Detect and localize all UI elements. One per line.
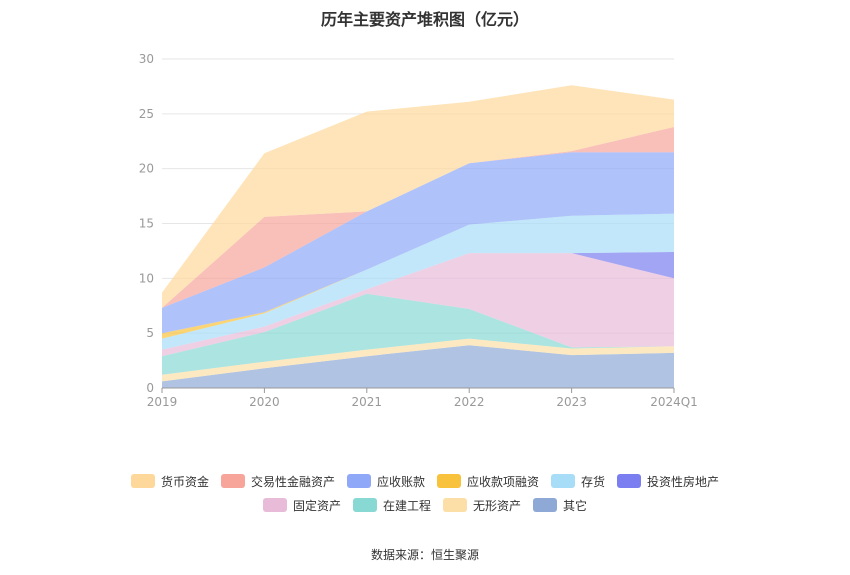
legend-item[interactable]: 交易性金融资产 [220,473,335,490]
legend-label: 其它 [563,498,588,513]
x-tick-label: 2022 [454,395,485,409]
area-货币资金 [162,85,674,308]
legend-swatch [437,474,461,488]
x-axis [161,387,675,393]
area-投资性房地产 [162,252,674,350]
legend: 货币资金 交易性金融资产 应收账款 应收款项融资 存货 投资性房地产固定资产 在建工程 无形资… [0,472,850,520]
legend-item[interactable]: 应收款项融资 [437,473,539,490]
legend-label: 在建工程 [382,498,431,513]
legend-item[interactable]: 存货 [551,473,605,490]
x-tick-label: 2024Q1 [650,395,698,409]
legend-item[interactable]: 投资性房地产 [617,473,719,490]
legend-swatch [220,474,245,488]
area-series [162,85,674,388]
legend-row: 固定资产 在建工程 无形资产 其它 [0,496,850,514]
legend-label: 存货 [581,474,606,489]
legend-item[interactable]: 货币资金 [130,473,209,490]
legend-swatch [617,474,642,488]
area-应收账款 [162,152,674,334]
legend-label: 固定资产 [292,498,341,513]
legend-row: 货币资金 交易性金融资产 应收账款 应收款项融资 存货 投资性房地产 [0,472,850,490]
legend-swatch [443,498,467,512]
legend-label: 应收款项融资 [467,474,540,489]
legend-swatch [352,498,377,512]
legend-swatch [551,474,576,488]
legend-item[interactable]: 其它 [533,497,587,514]
legend-item[interactable]: 在建工程 [352,497,431,514]
area-在建工程 [162,293,674,375]
legend-label: 无形资产 [473,498,522,513]
chart-title: 历年主要资产堆积图（亿元） [320,10,529,29]
y-tick-label: 20 [139,162,154,176]
area-无形资产 [162,338,674,382]
y-tick-label: 5 [146,326,154,340]
y-tick-label: 15 [139,217,154,231]
x-tick-label: 2019 [147,395,178,409]
area-交易性金融资产 [162,127,674,308]
y-axis-labels: 0 5 10 15 20 25 30 [139,52,154,395]
x-tick-label: 2021 [352,395,383,409]
legend-item[interactable]: 无形资产 [443,497,521,514]
y-tick-label: 25 [139,107,154,121]
area-存货 [162,213,674,350]
legend-label: 应收账款 [376,474,425,489]
x-axis-labels: 2019 2020 2021 2022 2023 2024Q1 [147,395,698,409]
source-note: 数据来源：恒生聚源 [370,548,479,562]
legend-swatch [533,498,558,512]
area-固定资产 [162,253,674,357]
legend-swatch [130,474,155,488]
y-tick-label: 30 [139,52,154,66]
legend-label: 交易性金融资产 [250,474,335,489]
y-tick-label: 10 [139,271,154,285]
area-其它 [162,345,674,388]
y-tick-label: 0 [146,381,154,395]
legend-label: 投资性房地产 [647,474,720,489]
legend-swatch [262,498,287,512]
legend-item[interactable]: 固定资产 [262,497,341,514]
stacked-area-chart: 0 5 10 15 20 25 30 2019 2020 2021 2022 2023 2024Q1 [139,52,698,409]
legend-label: 货币资金 [160,474,209,489]
x-tick-label: 2020 [249,395,280,409]
legend-item[interactable]: 应收账款 [346,473,425,490]
legend-swatch [346,474,371,488]
x-tick-label: 2023 [556,395,587,409]
